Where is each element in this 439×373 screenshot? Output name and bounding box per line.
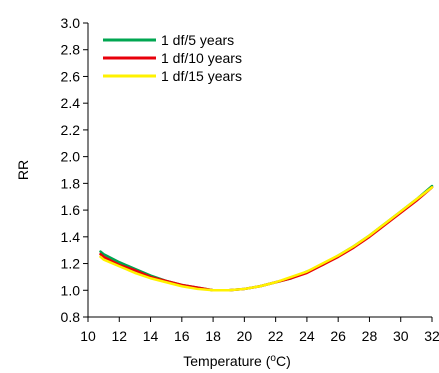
x-axis-title-unit: C) xyxy=(276,353,291,369)
y-tick-label: 1.4 xyxy=(61,229,81,245)
x-axis-title-degree: o xyxy=(270,353,276,364)
y-tick-label: 1.8 xyxy=(61,175,81,191)
y-tick-label: 2.0 xyxy=(61,149,81,165)
series-group xyxy=(99,184,434,292)
legend-label-1: 1 df/5 years xyxy=(161,32,234,48)
y-tick-label: 2.2 xyxy=(61,122,81,138)
y-tick-label: 2.4 xyxy=(61,95,81,111)
series-line-3 xyxy=(99,186,434,292)
y-tick-label: 1.2 xyxy=(61,256,81,272)
x-tick-label: 30 xyxy=(393,328,409,344)
y-tick-label: 1.0 xyxy=(61,282,81,298)
x-tick-label: 24 xyxy=(299,328,315,344)
x-tick-label: 12 xyxy=(111,328,127,344)
x-tick-label: 16 xyxy=(174,328,190,344)
x-tick-label: 28 xyxy=(362,328,378,344)
legend-label-3: 1 df/15 years xyxy=(161,68,242,84)
legend-label-2: 1 df/10 years xyxy=(161,50,242,66)
x-tick-label: 20 xyxy=(237,328,253,344)
y-tick-label: 1.6 xyxy=(61,202,81,218)
y-tick-label: 2.8 xyxy=(61,42,81,58)
y-tick-label: 2.6 xyxy=(61,68,81,84)
legend: 1 df/5 years 1 df/10 years 1 df/15 years xyxy=(103,32,242,84)
y-axis-title: RR xyxy=(15,160,31,180)
x-ticks-group: 10 12 14 16 18 20 22 24 26 28 30 32 xyxy=(80,317,439,344)
x-tick-label: 32 xyxy=(424,328,439,344)
x-tick-label: 26 xyxy=(330,328,346,344)
x-tick-label: 14 xyxy=(143,328,159,344)
y-ticks-group: 0.8 1.0 1.2 1.4 1.6 1.8 2.0 2.2 2.4 2.6 2.8 3.0 xyxy=(61,15,88,325)
x-tick-label: 18 xyxy=(205,328,221,344)
y-tick-label: 3.0 xyxy=(61,15,81,31)
y-tick-label: 0.8 xyxy=(61,309,81,325)
x-tick-label: 10 xyxy=(80,328,96,344)
x-tick-label: 22 xyxy=(268,328,284,344)
series-line-1 xyxy=(99,184,434,292)
axes-group xyxy=(87,23,432,318)
x-axis-title-main: Temperature ( xyxy=(183,353,270,369)
x-axis-title: Temperature (oC) xyxy=(183,353,291,370)
